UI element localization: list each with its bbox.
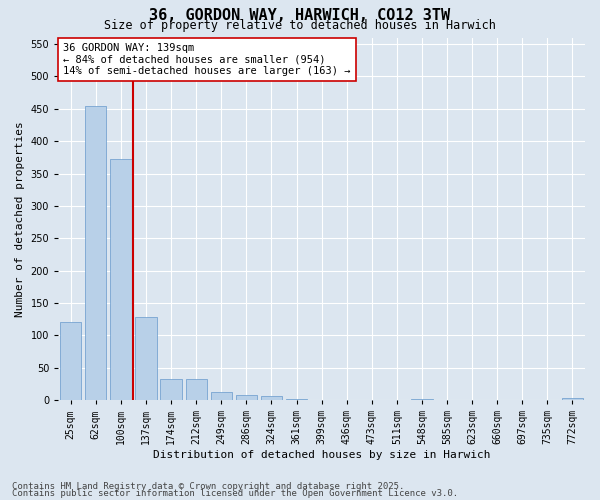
Bar xyxy=(211,392,232,400)
Bar xyxy=(562,398,583,400)
Bar xyxy=(185,379,207,400)
Text: Contains public sector information licensed under the Open Government Licence v3: Contains public sector information licen… xyxy=(12,489,458,498)
X-axis label: Distribution of detached houses by size in Harwich: Distribution of detached houses by size … xyxy=(153,450,490,460)
Bar xyxy=(411,399,433,400)
Text: Contains HM Land Registry data © Crown copyright and database right 2025.: Contains HM Land Registry data © Crown c… xyxy=(12,482,404,491)
Text: 36 GORDON WAY: 139sqm
← 84% of detached houses are smaller (954)
14% of semi-det: 36 GORDON WAY: 139sqm ← 84% of detached … xyxy=(64,43,351,76)
Text: Size of property relative to detached houses in Harwich: Size of property relative to detached ho… xyxy=(104,18,496,32)
Bar xyxy=(286,399,307,400)
Text: 36, GORDON WAY, HARWICH, CO12 3TW: 36, GORDON WAY, HARWICH, CO12 3TW xyxy=(149,8,451,22)
Bar xyxy=(160,379,182,400)
Bar xyxy=(60,322,82,400)
Bar xyxy=(110,158,131,400)
Bar xyxy=(136,318,157,400)
Bar xyxy=(236,395,257,400)
Y-axis label: Number of detached properties: Number of detached properties xyxy=(15,121,25,316)
Bar xyxy=(261,396,282,400)
Bar xyxy=(85,106,106,400)
